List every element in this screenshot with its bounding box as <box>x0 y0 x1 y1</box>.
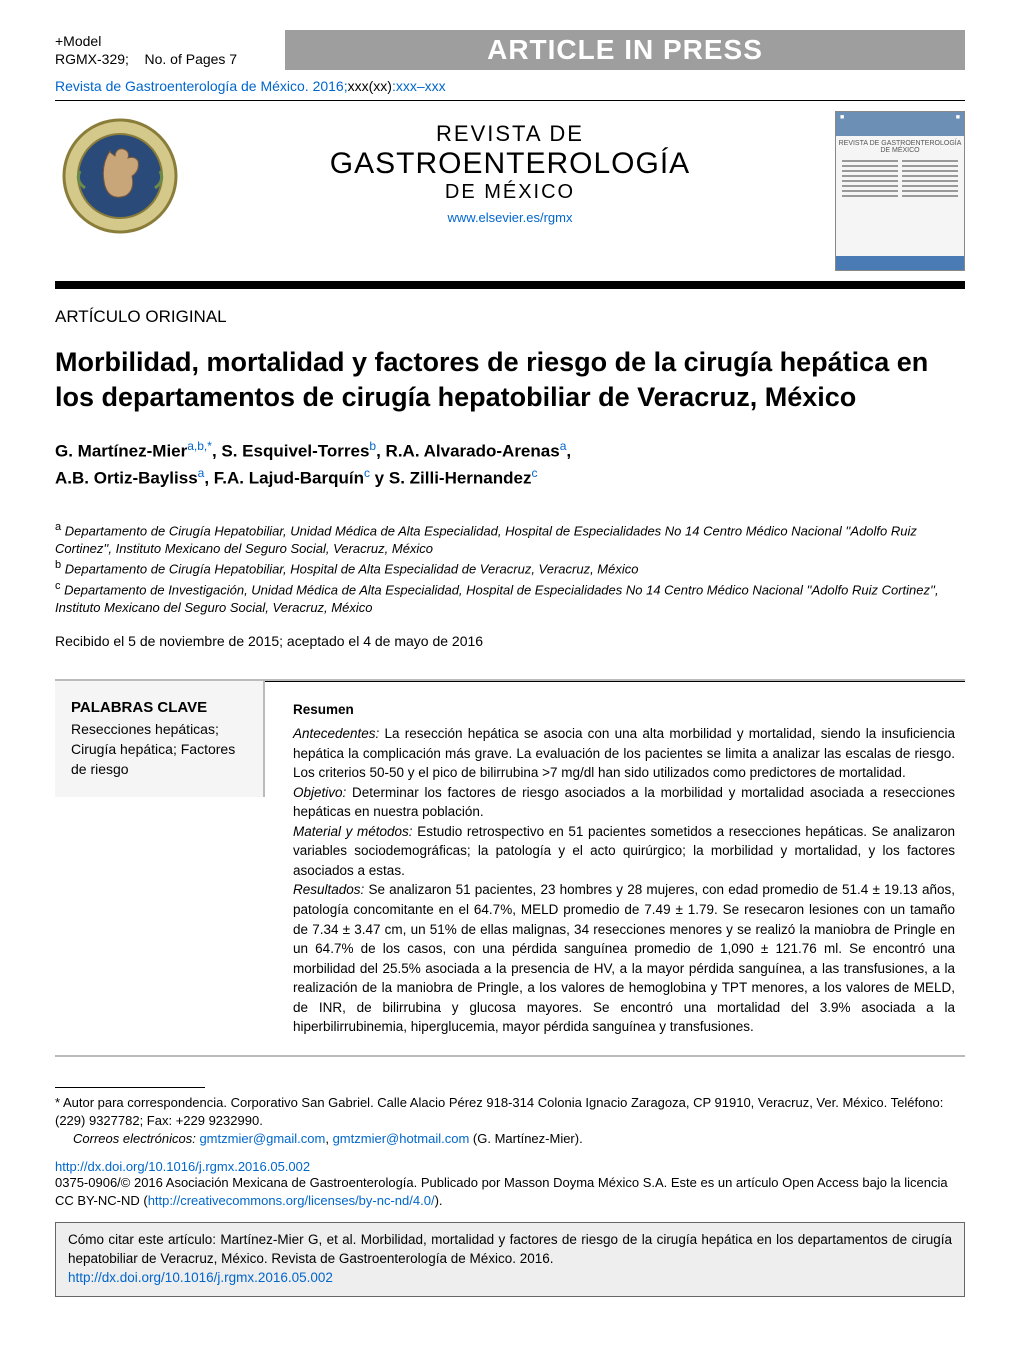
society-logo <box>55 111 185 241</box>
citation-pages: xxx–xxx <box>396 78 446 94</box>
abstract-container: PALABRAS CLAVE Resecciones hepáticas; Ci… <box>55 679 965 1057</box>
author-1: G. Martínez-Mier <box>55 442 187 461</box>
abstract-title: Resumen <box>293 700 955 720</box>
journal-cover-thumbnail: ■■ REVISTA DE GASTROENTEROLOGÍA DE MÉXIC… <box>835 111 965 271</box>
abstract-material: Material y métodos: Estudio retrospectiv… <box>293 822 955 881</box>
citation-box-text: Cómo citar este artículo: Martínez-Mier … <box>68 1232 952 1266</box>
author-3: , R.A. Alvarado-Arenas <box>376 442 560 461</box>
keywords-box: PALABRAS CLAVE Resecciones hepáticas; Ci… <box>55 681 265 797</box>
correspondence-body: Autor para correspondencia. Corporativo … <box>55 1095 943 1128</box>
material-label: Material y métodos: <box>293 824 413 839</box>
correspondence-text: * Autor para correspondencia. Corporativ… <box>55 1094 965 1130</box>
how-to-cite-box: Cómo citar este artículo: Martínez-Mier … <box>55 1222 965 1297</box>
affiliation-a: a Departamento de Cirugía Hepatobiliar, … <box>55 520 965 559</box>
authors: G. Martínez-Miera,b,*, S. Esquivel-Torre… <box>55 437 965 491</box>
email-link-2[interactable]: gmtzmier@hotmail.com <box>333 1131 470 1146</box>
cc-license-link[interactable]: http://creativecommons.org/licenses/by-n… <box>148 1193 435 1208</box>
resultados-text: Se analizaron 51 pacientes, 23 hombres y… <box>293 882 955 1034</box>
article-dates: Recibido el 5 de noviembre de 2015; acep… <box>55 633 965 649</box>
citation-prefix: Revista de Gastroenterología de México. … <box>55 78 348 94</box>
article-title: Morbilidad, mortalidad y factores de rie… <box>55 345 965 415</box>
author-2: , S. Esquivel-Torres <box>212 442 369 461</box>
journal-url-link[interactable]: www.elsevier.es/rgmx <box>215 210 805 225</box>
affiliations: a Departamento de Cirugía Hepatobiliar, … <box>55 520 965 618</box>
email-author: (G. Martínez-Mier). <box>469 1131 582 1146</box>
copyright-close: ). <box>435 1193 443 1208</box>
author-1-aff: a,b, <box>187 439 207 453</box>
journal-line2: GASTROENTEROLOGÍA <box>215 147 805 181</box>
model-line1: +Model <box>55 32 285 50</box>
email-link-1[interactable]: gmtzmier@gmail.com <box>199 1131 325 1146</box>
footnote-rule <box>55 1087 205 1088</box>
keywords-title: PALABRAS CLAVE <box>71 699 247 716</box>
abstract-body: Resumen Antecedentes: La resección hepát… <box>265 681 965 1055</box>
author-4: A.B. Ortiz-Bayliss <box>55 469 198 488</box>
keywords-list: Resecciones hepáticas; Cirugía hepática;… <box>71 720 247 779</box>
doi-link[interactable]: http://dx.doi.org/10.1016/j.rgmx.2016.05… <box>55 1159 965 1174</box>
cover-thumb-header: ■■ <box>836 112 964 136</box>
abstract-objetivo: Objetivo: Determinar los factores de rie… <box>293 783 955 822</box>
resultados-label: Resultados: <box>293 882 364 897</box>
model-pages: No. of Pages 7 <box>144 51 237 67</box>
correspondence: * Autor para correspondencia. Corporativ… <box>55 1094 965 1149</box>
antecedentes-label: Antecedentes: <box>293 726 379 741</box>
cover-thumb-body <box>836 158 964 199</box>
affiliation-a-text: Departamento de Cirugía Hepatobiliar, Un… <box>55 523 917 556</box>
model-line2: RGMX-329; No. of Pages 7 <box>55 50 285 68</box>
copyright: 0375-0906/© 2016 Asociación Mexicana de … <box>55 1174 965 1210</box>
article-in-press-banner: ARTICLE IN PRESS <box>285 30 965 70</box>
model-id-block: +Model RGMX-329; No. of Pages 7 <box>55 32 285 68</box>
journal-header: REVISTA DE GASTROENTEROLOGÍA DE MÉXICO w… <box>55 111 965 271</box>
antecedentes-text: La resección hepática se asocia con una … <box>293 726 955 780</box>
author-comma: , <box>566 442 571 461</box>
journal-line1: REVISTA DE <box>215 121 805 147</box>
email-sep: , <box>325 1131 332 1146</box>
author-6-aff: c <box>532 466 538 480</box>
journal-title-block: REVISTA DE GASTROENTEROLOGÍA DE MÉXICO w… <box>215 111 805 225</box>
rule-top <box>55 100 965 101</box>
citation-vol: xxx(xx) <box>348 78 392 94</box>
abstract-resultados: Resultados: Se analizaron 51 pacientes, … <box>293 880 955 1037</box>
affiliation-c: c Departamento de Investigación, Unidad … <box>55 579 965 618</box>
journal-line3: DE MÉXICO <box>215 181 805 204</box>
model-header: +Model RGMX-329; No. of Pages 7 ARTICLE … <box>55 30 965 70</box>
emails-label: Correos electrónicos: <box>73 1131 196 1146</box>
citation-line: Revista de Gastroenterología de México. … <box>55 78 965 94</box>
author-6: y S. Zilli-Hernandez <box>370 469 532 488</box>
heavy-rule <box>55 281 965 289</box>
affiliation-c-text: Departamento de Investigación, Unidad Mé… <box>55 582 939 615</box>
model-id: RGMX-329; <box>55 51 129 67</box>
citation-box-doi-link[interactable]: http://dx.doi.org/10.1016/j.rgmx.2016.05… <box>68 1270 333 1285</box>
section-label: ARTÍCULO ORIGINAL <box>55 307 965 327</box>
affiliation-b: b Departamento de Cirugía Hepatobiliar, … <box>55 558 965 579</box>
author-5: , F.A. Lajud-Barquín <box>204 469 364 488</box>
affiliation-b-text: Departamento de Cirugía Hepatobiliar, Ho… <box>65 562 639 577</box>
objetivo-label: Objetivo: <box>293 785 346 800</box>
abstract-antecedentes: Antecedentes: La resección hepática se a… <box>293 724 955 783</box>
cover-thumb-footer <box>836 256 964 270</box>
cover-thumb-title: REVISTA DE GASTROENTEROLOGÍA DE MÉXICO <box>836 136 964 158</box>
correspondence-emails: Correos electrónicos: gmtzmier@gmail.com… <box>73 1130 965 1148</box>
objetivo-text: Determinar los factores de riesgo asocia… <box>293 785 955 820</box>
